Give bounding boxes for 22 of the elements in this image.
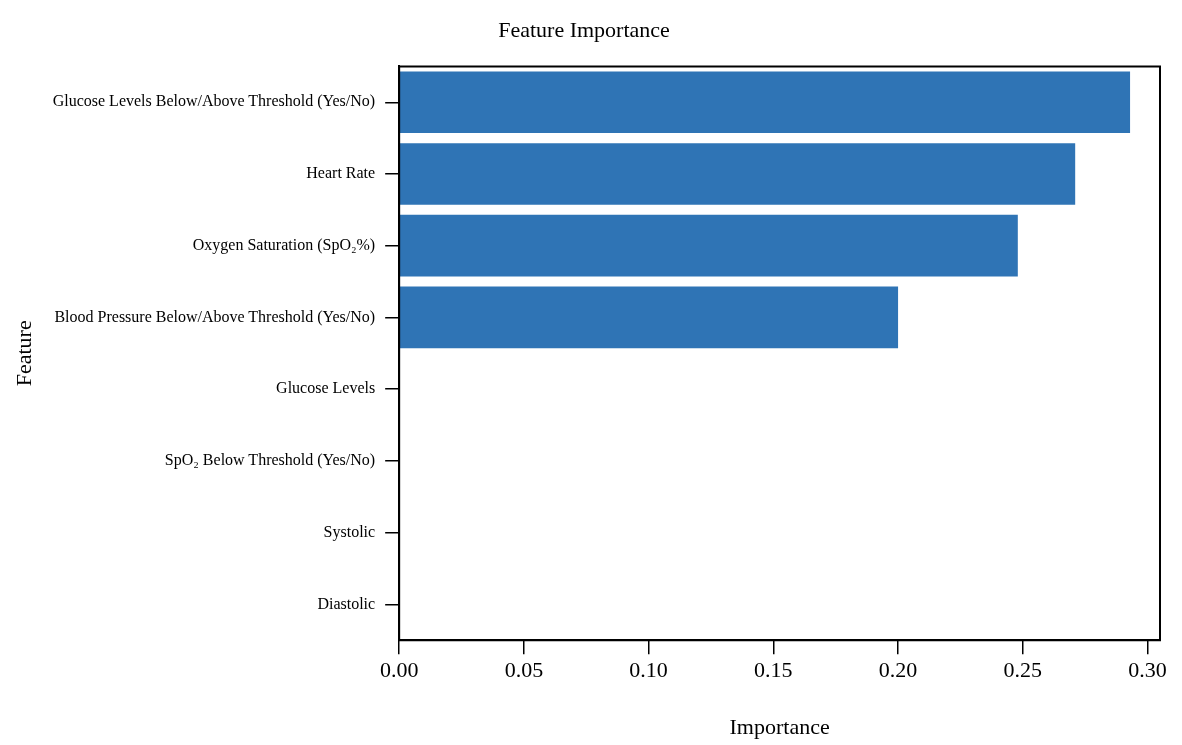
y-tick-label: Diastolic bbox=[317, 594, 376, 612]
bar bbox=[399, 214, 1018, 277]
chart-title: Feature Importance bbox=[498, 16, 670, 42]
y-axis-title: Feature bbox=[10, 320, 36, 387]
x-axis-title: Importance bbox=[729, 713, 830, 739]
bar bbox=[399, 286, 899, 349]
x-tick-label: 0.25 bbox=[1003, 657, 1043, 683]
y-tick-label: Heart Rate bbox=[306, 164, 376, 182]
x-tick-label: 0.20 bbox=[878, 657, 918, 683]
x-tick-label: 0.30 bbox=[1128, 657, 1167, 683]
y-tick-label: Glucose Levels bbox=[276, 379, 376, 397]
x-tick-label: 0.10 bbox=[629, 657, 668, 683]
x-tick-label: 0.00 bbox=[379, 657, 419, 683]
bar bbox=[399, 71, 1131, 134]
x-tick-label: 0.05 bbox=[504, 657, 544, 683]
y-tick-label: Systolic bbox=[323, 522, 376, 541]
y-tick-label: Glucose Levels Below/Above Threshold (Yes/No) bbox=[52, 92, 376, 111]
y-tick-label: SpO₂ Below Threshold (Yes/No) bbox=[164, 451, 376, 470]
y-tick-label: Blood Pressure Below/Above Threshold (Yes/No) bbox=[54, 307, 376, 326]
y-tick-label: Oxygen Saturation (SpO₂%) bbox=[192, 235, 376, 254]
bar bbox=[399, 143, 1076, 205]
x-tick-label: 0.15 bbox=[754, 657, 793, 683]
